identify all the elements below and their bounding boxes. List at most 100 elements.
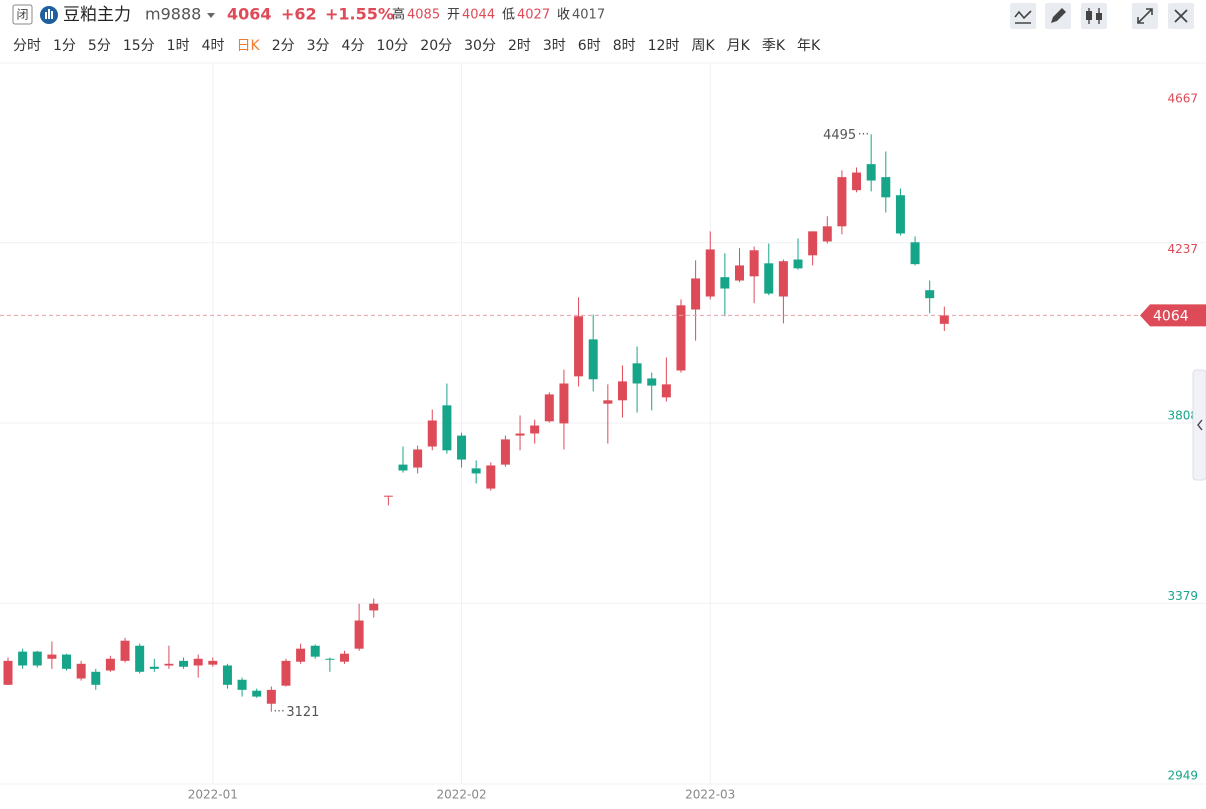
candle-body [237,679,247,690]
candle-body [837,177,847,227]
candle-body [939,315,949,324]
candle-body [822,226,832,242]
period-tab[interactable]: 月K [727,38,751,54]
period-tab[interactable]: 10分 [376,38,408,54]
candle-body [457,435,467,460]
y-tick-label: 3379 [1167,589,1198,603]
candle-body [603,400,613,404]
dropdown-arrow[interactable] [207,13,215,18]
candle-body [895,195,905,234]
side-panel-toggle[interactable] [1192,369,1206,481]
y-tick-label: 4237 [1167,242,1198,256]
tool-icon [1014,10,1032,24]
candle-body [369,603,379,611]
candle-body [881,177,891,198]
last-price-label: 4064 [1153,308,1189,324]
period-tab[interactable]: 2分 [272,38,295,54]
period-tab[interactable]: 20分 [420,38,452,54]
candle-body [105,658,115,671]
candle-body [588,339,598,380]
candle-body [339,653,349,662]
candle-body [208,660,218,665]
period-tab[interactable]: 分时 [13,38,41,54]
stat-value: 4044 [462,8,495,23]
candle-body [778,261,788,297]
candle-body [383,495,393,497]
candle-body [149,666,159,669]
instrument-name: 豆粕主力 [63,5,131,25]
candle-body [179,660,189,667]
candle-body [866,164,876,181]
candle-body [720,277,730,289]
status-box [12,4,33,25]
period-tab[interactable]: 1分 [53,38,76,54]
stat-value: 4017 [572,8,605,23]
period-tab[interactable]: 8时 [613,38,636,54]
logo-bar [48,9,50,19]
candle-body [632,363,642,384]
candle-body [544,394,554,422]
candle-body [427,420,437,447]
candle-body [808,231,818,256]
change-pct: +1.55% [325,5,394,24]
annotation: 4495 [823,128,856,143]
candle-body [354,620,364,649]
tool-icon [1096,13,1102,20]
stat-label: 开 [447,8,460,23]
candle-body [500,439,510,465]
candle-body [91,671,101,685]
period-tab[interactable]: 季K [762,38,786,54]
period-tab[interactable]: 年K [797,38,821,54]
candle-body [281,660,291,686]
tool-button[interactable] [1081,3,1107,29]
stat-label: 高 [392,7,405,23]
candle-body [910,242,920,265]
period-tab[interactable]: 6时 [578,38,601,54]
candle-body [164,663,174,666]
candle-body [852,172,862,191]
candle-body [735,265,744,281]
logo-bar [51,11,53,19]
candle-body [764,263,774,294]
y-tick-label: 4667 [1167,92,1198,106]
candle-body [793,259,803,269]
candle-body [661,384,671,398]
x-tick-label: 2022-02 [436,788,486,802]
stat-value: 4085 [407,8,440,23]
toolbar [1010,3,1194,29]
status: 闭 [16,8,28,22]
period-tab[interactable]: 30分 [464,38,496,54]
price: 4064 [227,5,272,24]
candle-body [574,316,584,377]
period-tab[interactable]: 5分 [88,38,111,54]
candle-body [325,658,335,660]
candle-body [47,654,57,659]
period-tab[interactable]: 3时 [543,38,566,54]
candle-body [530,425,540,434]
period-tab[interactable]: 3分 [307,38,330,54]
period-tab[interactable]: 15分 [123,38,155,54]
period-tab[interactable]: 4时 [202,38,225,54]
period-tab[interactable]: 周K [691,38,715,54]
x-tick-label: 2022-01 [188,788,238,802]
instrument-code[interactable]: m9888 [145,5,201,24]
candle-body [135,645,145,672]
candle-body [925,290,935,299]
y-tick-label: 3808 [1167,409,1198,423]
period-tab[interactable]: 2时 [508,38,531,54]
candle-body [62,654,72,669]
y-tick-label: 2949 [1167,769,1198,783]
period-tab[interactable]: 12时 [648,38,680,54]
candle-body [413,449,423,468]
period-tab[interactable]: 1时 [167,38,190,54]
candle-body [442,405,452,451]
tool-icon [1051,8,1066,23]
period-tab[interactable]: 日K [237,38,261,54]
candle-body [749,250,759,277]
stat-label: 收 [557,8,570,23]
period-tab[interactable]: 4分 [342,38,365,54]
logo-bar [45,12,47,19]
